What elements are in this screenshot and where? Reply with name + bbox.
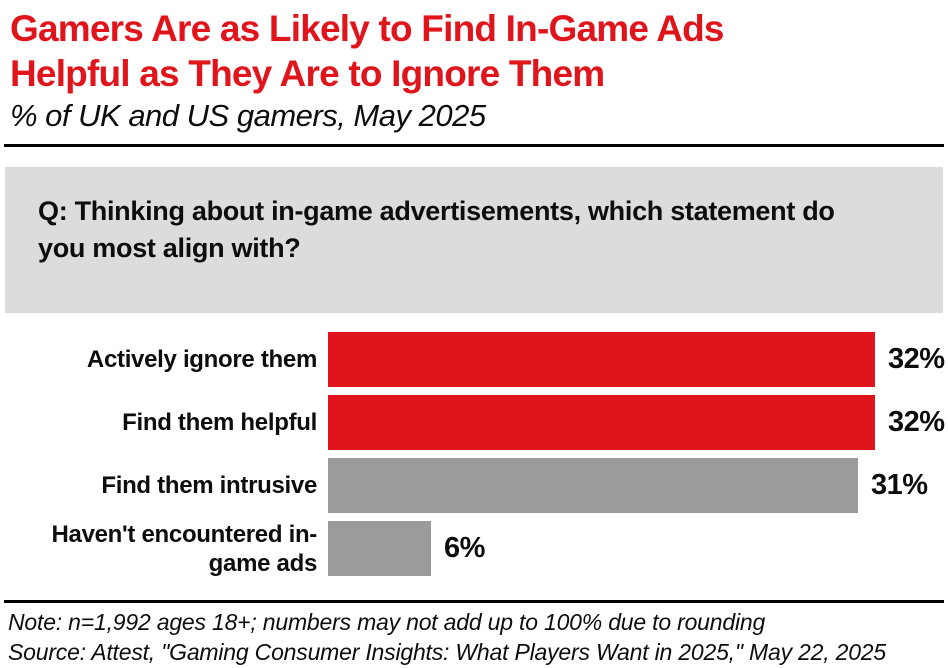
chart-row: Find them helpful 32% bbox=[0, 395, 948, 450]
category-label: Find them helpful bbox=[122, 409, 317, 436]
category-label: Actively ignore them bbox=[86, 346, 317, 373]
category-label: Find them intrusive bbox=[101, 472, 317, 499]
bar bbox=[328, 521, 431, 576]
footnote: Note: n=1,992 ages 18+; numbers may not … bbox=[8, 609, 766, 635]
divider-bottom bbox=[4, 600, 944, 603]
value-label: 32% bbox=[888, 406, 945, 438]
bar-chart: Actively ignore them 32% Find them helpful… bbox=[0, 332, 948, 577]
chart-title: Gamers Are as Likely to Find In-Game Ads… bbox=[10, 6, 938, 96]
footer: Note: n=1,992 ages 18+; numbers may not … bbox=[0, 603, 948, 667]
question-box: Q: Thinking about in-game advertisements… bbox=[5, 167, 943, 313]
chart-row: Actively ignore them 32% bbox=[0, 332, 948, 387]
value-label: 31% bbox=[871, 469, 928, 501]
chart-row: Haven't encountered in-game ads 6% bbox=[0, 520, 948, 577]
bar bbox=[328, 332, 875, 387]
bar bbox=[328, 458, 858, 513]
chart-title-line1: Gamers Are as Likely to Find In-Game Ads bbox=[10, 8, 725, 49]
bar bbox=[328, 395, 875, 450]
category-label: Haven't encountered in-game ads bbox=[51, 520, 317, 577]
question-text: Q: Thinking about in-game advertisements… bbox=[38, 196, 835, 263]
divider-top bbox=[4, 144, 944, 147]
source-line: Source: Attest, "Gaming Consumer Insight… bbox=[8, 639, 886, 665]
value-label: 32% bbox=[888, 343, 945, 375]
value-label: 6% bbox=[444, 532, 485, 564]
chart-subtitle: % of UK and US gamers, May 2025 bbox=[10, 98, 486, 133]
chart-row: Find them intrusive 31% bbox=[0, 458, 948, 513]
chart-title-line2: Helpful as They Are to Ignore Them bbox=[10, 53, 605, 94]
header: Gamers Are as Likely to Find In-Game Ads… bbox=[0, 0, 948, 134]
